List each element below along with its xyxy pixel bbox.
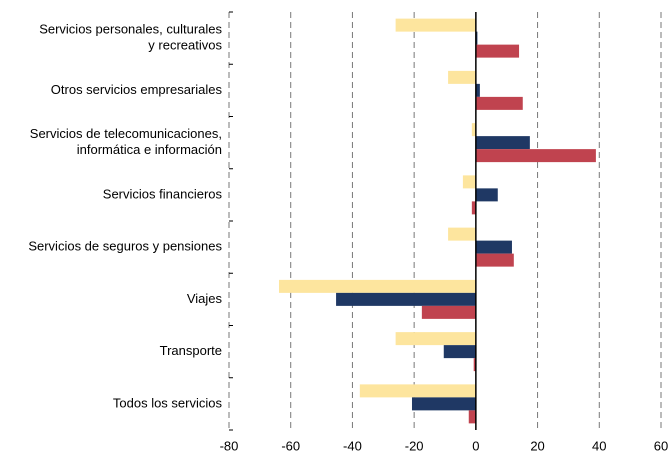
y-tick-label: y recreativos	[148, 38, 222, 53]
bar	[475, 240, 512, 254]
bar	[475, 253, 514, 267]
bar	[475, 83, 480, 97]
x-tick-label: 20	[530, 438, 544, 453]
bar	[395, 18, 476, 32]
bar	[475, 149, 596, 163]
bar	[462, 175, 476, 189]
y-tick-label: Todos los servicios	[113, 395, 223, 410]
x-tick-label: 0	[472, 438, 479, 453]
bar	[475, 188, 498, 202]
y-tick-label: Servicios de seguros y pensiones	[28, 239, 222, 254]
bar	[475, 31, 478, 45]
bar	[468, 410, 476, 424]
bar	[411, 397, 476, 411]
bar	[448, 227, 476, 241]
bar	[475, 96, 523, 110]
bar	[448, 70, 476, 84]
bar	[359, 384, 476, 398]
bar	[475, 136, 530, 150]
y-tick-label: Transporte	[160, 343, 222, 358]
x-tick-label: -60	[281, 438, 300, 453]
bar	[471, 123, 476, 137]
bar	[278, 279, 476, 293]
bar	[471, 201, 476, 215]
bar	[443, 345, 476, 359]
y-tick-label: Servicios personales, culturales	[39, 22, 222, 37]
bar	[336, 292, 476, 306]
y-tick-label: Viajes	[187, 291, 223, 306]
bar	[421, 305, 476, 319]
x-tick-label: 60	[654, 438, 668, 453]
bar	[395, 332, 476, 346]
y-tick-label: Servicios financieros	[103, 186, 223, 201]
y-tick-label: informática e información	[77, 142, 222, 157]
x-tick-label: -80	[220, 438, 239, 453]
x-tick-label: 40	[592, 438, 606, 453]
y-tick-label: Servicios de telecomunicaciones,	[30, 126, 222, 141]
x-tick-label: -40	[343, 438, 362, 453]
bar	[473, 358, 476, 372]
x-tick-label: -20	[405, 438, 424, 453]
bar	[475, 44, 520, 58]
y-tick-label: Otros servicios empresariales	[51, 82, 223, 97]
